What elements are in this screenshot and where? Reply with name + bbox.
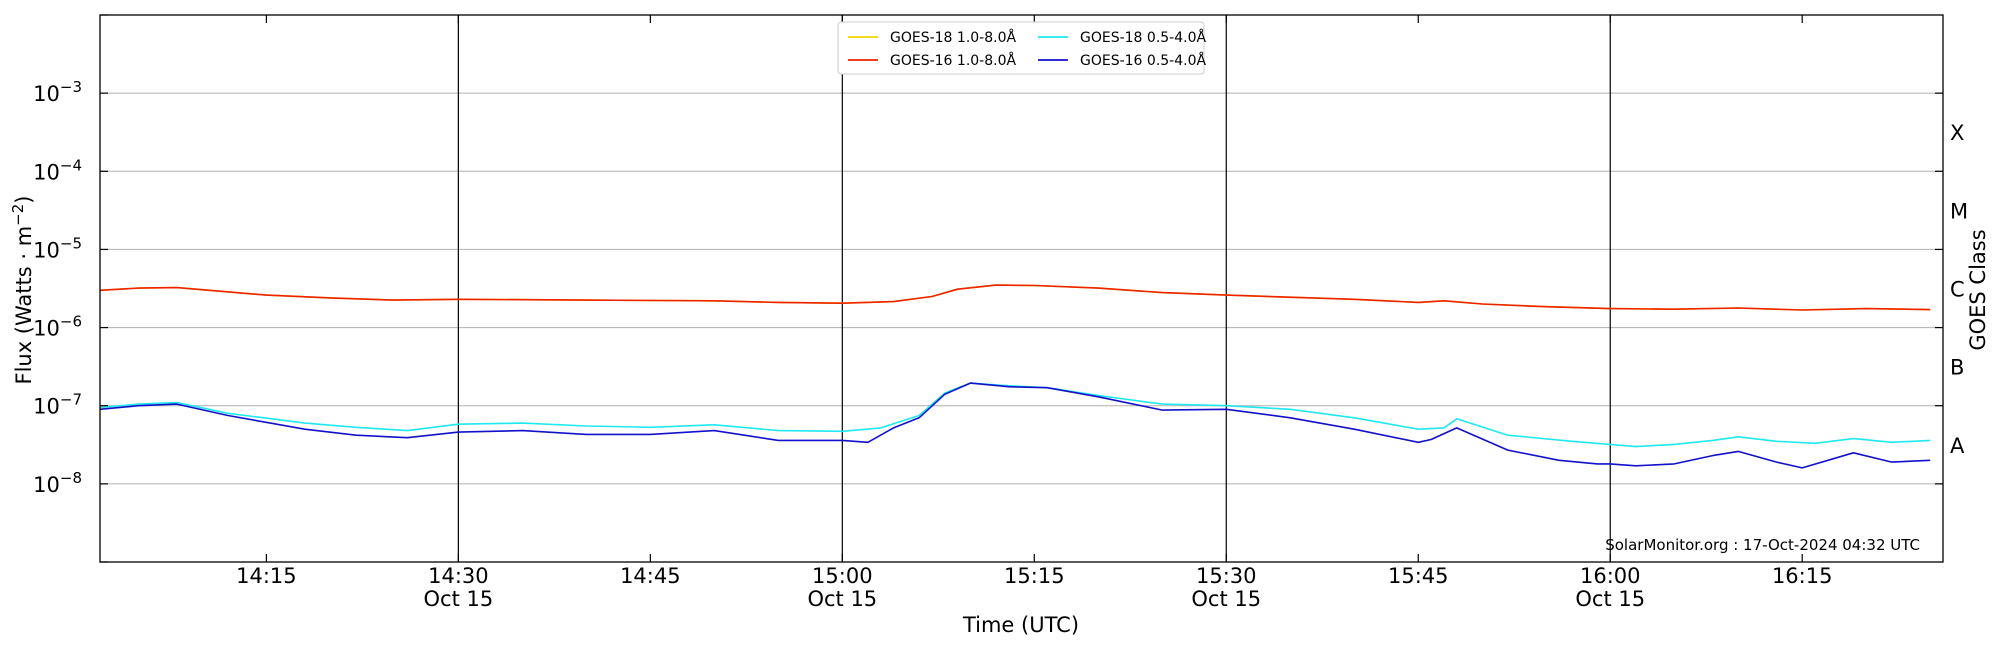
axis-ticks xyxy=(100,14,1943,563)
legend-label-1: GOES-18 1.0-8.0Å xyxy=(890,29,1016,46)
legend-label-4: GOES-16 0.5-4.0Å xyxy=(1080,52,1206,69)
x-tick-label: 14:30 xyxy=(428,564,489,588)
x-tick-label: 15:00 xyxy=(812,564,873,588)
credit-annotation: SolarMonitor.org : 17-Oct-2024 04:32 UTC xyxy=(1605,536,1920,554)
goes-class-label-x: X xyxy=(1950,121,1964,145)
x-tick-label: 14:15 xyxy=(236,564,297,588)
x-tick-label: 15:30 xyxy=(1196,564,1257,588)
x-tick-label: 15:45 xyxy=(1388,564,1449,588)
y-tick-label: 10−5 xyxy=(33,234,82,262)
y-tick-label: 10−6 xyxy=(33,313,82,341)
goes-class-label-b: B xyxy=(1950,356,1964,380)
goes-class-label-a: A xyxy=(1950,434,1965,458)
y-tick-label: 10−7 xyxy=(33,391,82,419)
x-tick-label: 16:15 xyxy=(1772,564,1833,588)
goes-class-label-c: C xyxy=(1950,278,1965,302)
legend-label-3: GOES-18 0.5-4.0Å xyxy=(1080,29,1206,46)
goes-class-label-m: M xyxy=(1950,199,1968,223)
x-axis-title: Time (UTC) xyxy=(962,613,1079,637)
x-tick-label: 15:15 xyxy=(1004,564,1065,588)
flux-series xyxy=(99,284,1931,469)
day-boundary-lines xyxy=(457,15,1611,562)
x-tick-label: 14:45 xyxy=(620,564,681,588)
series-line-4 xyxy=(99,382,1931,469)
legend-box xyxy=(837,21,1205,75)
y-axis-title: Flux (Watts · m−2) xyxy=(9,195,36,384)
gridlines xyxy=(100,92,1943,485)
legend: GOES-18 1.0-8.0Å GOES-16 1.0-8.0Å GOES-18 … xyxy=(837,21,1206,75)
x-tick-date-label: Oct 15 xyxy=(1191,587,1261,611)
plot-frame xyxy=(99,14,1944,563)
x-tick-label: 16:00 xyxy=(1580,564,1641,588)
y-tick-label: 10−8 xyxy=(33,469,82,497)
series-line-2 xyxy=(99,284,1931,311)
y-tick-label: 10−4 xyxy=(33,156,82,184)
x-tick-date-label: Oct 15 xyxy=(807,587,877,611)
goes-class-axis-title: GOES Class xyxy=(1966,229,1990,350)
y-tick-label: 10−3 xyxy=(33,78,82,106)
x-tick-date-label: Oct 15 xyxy=(424,587,494,611)
x-tick-date-label: Oct 15 xyxy=(1575,587,1645,611)
legend-label-2: GOES-16 1.0-8.0Å xyxy=(890,52,1016,69)
